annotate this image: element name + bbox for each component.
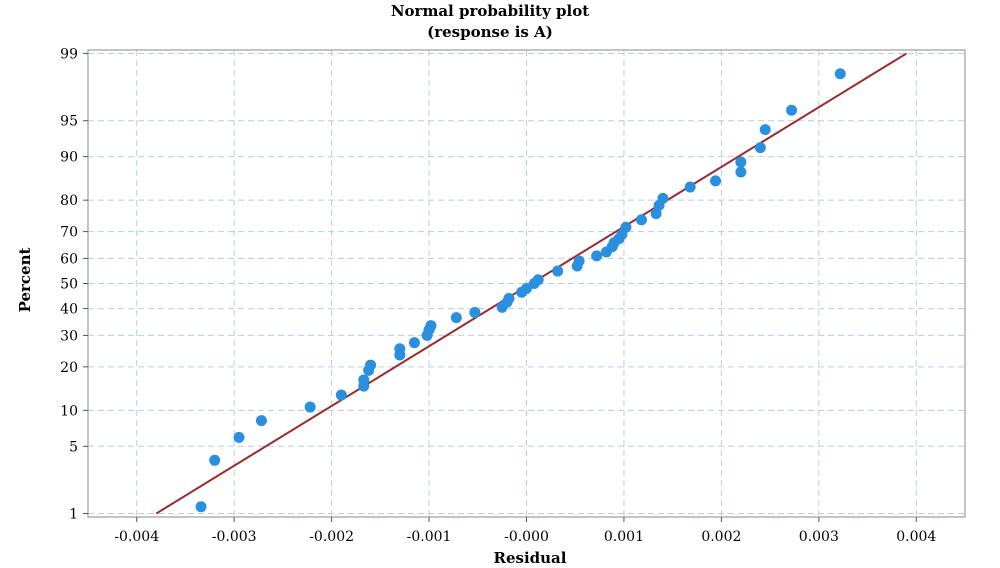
- y-tick-label: 50: [60, 277, 78, 293]
- data-point: [425, 320, 437, 332]
- data-point: [532, 274, 544, 286]
- data-point: [394, 343, 406, 355]
- data-point: [255, 415, 267, 427]
- data-point: [335, 389, 347, 401]
- data-point: [754, 142, 766, 154]
- x-tick-label: 0.001: [604, 529, 644, 545]
- y-axis: 1 5 10 20 30 40 50 60 70 80 90 95 99: [60, 46, 88, 523]
- data-point: [469, 306, 481, 318]
- y-tick-label: 1: [69, 507, 78, 523]
- x-axis: -0.004 -0.003 -0.002 -0.001 -0.000 0.001 0.002…: [114, 517, 936, 545]
- y-tick-label: 90: [60, 150, 78, 166]
- data-point: [735, 156, 747, 168]
- data-point: [195, 501, 207, 513]
- x-tick-label: -0.003: [212, 529, 257, 545]
- data-point: [233, 431, 245, 443]
- y-tick-label: 20: [60, 360, 78, 376]
- x-tick-label: -0.002: [309, 529, 354, 545]
- y-tick-label: 99: [60, 46, 78, 62]
- data-point: [620, 221, 632, 233]
- y-tick-label: 70: [60, 225, 78, 241]
- data-point: [503, 292, 515, 304]
- data-point: [834, 68, 846, 80]
- x-tick-label: -0.001: [407, 529, 452, 545]
- y-tick-label: 40: [60, 302, 78, 318]
- data-point: [710, 175, 722, 187]
- data-point: [735, 166, 747, 178]
- x-axis-title: Residual: [494, 549, 567, 567]
- x-tick-label: 0.003: [799, 529, 839, 545]
- data-point: [657, 192, 669, 204]
- chart-subtitle: (response is A): [427, 23, 553, 41]
- data-point: [358, 374, 370, 386]
- y-tick-label: 95: [60, 114, 78, 130]
- x-tick-label: 0.004: [896, 529, 936, 545]
- data-point: [209, 454, 221, 466]
- y-tick-label: 5: [69, 439, 78, 455]
- data-point: [552, 265, 564, 277]
- data-point: [786, 104, 798, 116]
- data-point: [304, 401, 316, 413]
- y-tick-label: 80: [60, 193, 78, 209]
- data-point: [591, 250, 603, 262]
- data-point: [684, 181, 696, 193]
- data-point: [450, 312, 462, 324]
- x-tick-label: 0.002: [701, 529, 741, 545]
- y-axis-title: Percent: [16, 248, 34, 313]
- x-tick-label: -0.000: [504, 529, 549, 545]
- x-tick-label: -0.004: [114, 529, 159, 545]
- chart-title: Normal probability plot: [391, 2, 589, 20]
- data-point: [573, 255, 585, 267]
- grid: [88, 50, 965, 517]
- y-tick-label: 60: [60, 251, 78, 267]
- y-tick-label: 10: [60, 403, 78, 419]
- y-tick-label: 30: [60, 328, 78, 344]
- data-point: [759, 124, 771, 136]
- data-point: [521, 282, 532, 294]
- data-point: [635, 214, 647, 226]
- data-points: [195, 68, 846, 513]
- data-point: [408, 337, 420, 349]
- data-point: [365, 359, 377, 371]
